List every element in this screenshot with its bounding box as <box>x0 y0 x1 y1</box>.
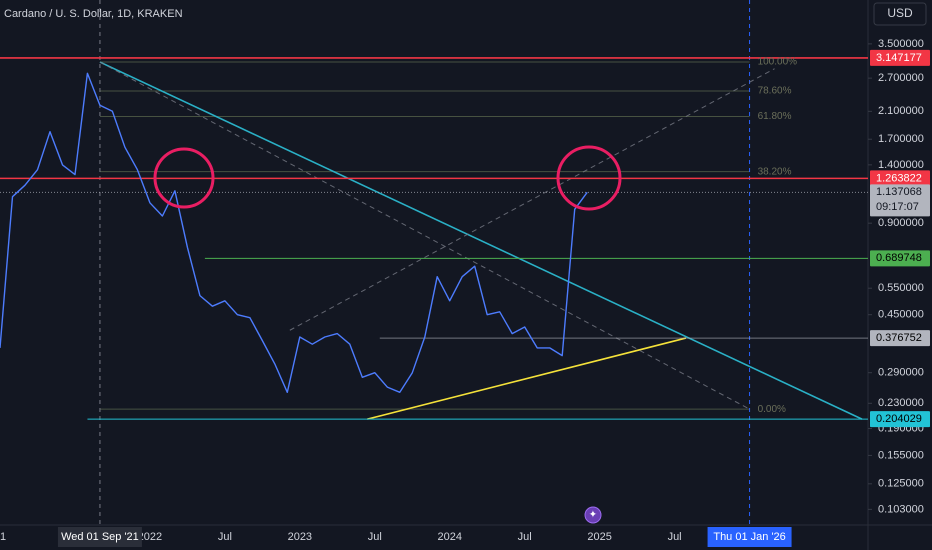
fib-label: 38.20% <box>758 166 792 177</box>
y-tick-label: 1.700000 <box>878 133 924 145</box>
y-tick-label: 2.100000 <box>878 105 924 117</box>
x-tick-label: 2023 <box>288 531 312 543</box>
currency-button[interactable] <box>873 2 927 26</box>
price-line <box>0 72 588 393</box>
fib-label: 0.00% <box>758 404 786 415</box>
x-marker-badge <box>707 527 792 547</box>
y-tick-label: 0.103000 <box>878 503 924 515</box>
y-tick-label: 2.700000 <box>878 72 924 84</box>
plot-area <box>0 0 868 525</box>
y-tick-label: 3.500000 <box>878 38 924 50</box>
y-tick-label: 0.900000 <box>878 217 924 229</box>
price-level-badge <box>870 411 930 428</box>
x-tick-label: Jul <box>218 531 232 543</box>
x-tick-label: 2025 <box>587 531 611 543</box>
currency-button-label: USD <box>887 6 913 20</box>
trendline <box>289 68 775 331</box>
x-tick-label: 21 <box>0 531 6 543</box>
chart-title: Cardano / U. S. Dollar, 1D, KRAKEN <box>4 8 183 20</box>
y-tick-label: 0.450000 <box>878 309 924 321</box>
fib-label: 61.80% <box>758 111 792 122</box>
price-level-badge <box>870 170 930 187</box>
price-level-badge <box>870 250 930 267</box>
current-price-badge <box>870 184 930 217</box>
highlight-circle <box>556 145 622 211</box>
x-tick-label: Jul <box>518 531 532 543</box>
x-tick-label: Jul <box>668 531 682 543</box>
event-icon[interactable] <box>584 506 602 524</box>
countdown-label: 09:17:07 <box>876 201 919 213</box>
x-marker-label: Thu 01 Jan '26 <box>713 531 785 543</box>
y-tick-label: 0.230000 <box>878 397 924 409</box>
y-tick-label: 0.290000 <box>878 367 924 379</box>
event-icon-glyph: ✦ <box>589 510 597 521</box>
x-tick-label: Jul <box>368 531 382 543</box>
price-level-badge <box>870 49 930 66</box>
trendline <box>99 61 750 410</box>
trendline <box>99 61 863 420</box>
fib-label: 100.00% <box>758 57 798 68</box>
x-marker-badge <box>57 527 142 547</box>
current-price-label: 1.137068 <box>876 186 922 198</box>
x-tick-label: 2024 <box>437 531 461 543</box>
y-tick-label: 0.125000 <box>878 478 924 490</box>
fib-label: 78.60% <box>758 86 792 97</box>
trendline <box>367 337 687 420</box>
price-level-label: 0.689748 <box>876 252 922 264</box>
x-tick-label: 2022 <box>138 531 162 543</box>
price-level-label: 1.263822 <box>876 172 922 184</box>
price-level-label: 0.204029 <box>876 413 922 425</box>
y-tick-label: 1.400000 <box>878 159 924 171</box>
x-marker-label: Wed 01 Sep '21 <box>61 531 139 543</box>
highlight-circle <box>153 147 215 209</box>
price-level-label: 3.147177 <box>876 52 922 64</box>
price-level-badge <box>870 330 930 347</box>
y-tick-label: 0.155000 <box>878 449 924 461</box>
y-tick-label: 0.550000 <box>878 282 924 294</box>
price-level-label: 0.376752 <box>876 332 922 344</box>
